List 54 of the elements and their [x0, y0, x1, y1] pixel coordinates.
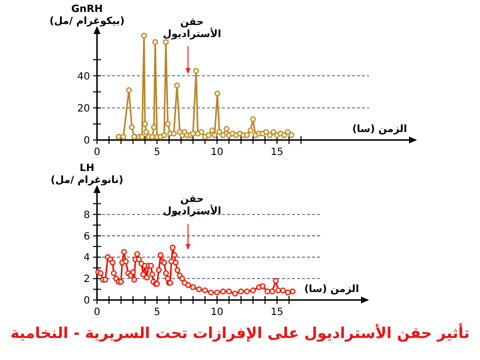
- point: [288, 132, 294, 138]
- point: [193, 68, 200, 74]
- y-tick-label: 0: [84, 296, 90, 306]
- point: [116, 134, 122, 140]
- x-tick-label: 5: [154, 147, 160, 158]
- point: [162, 39, 169, 45]
- x-tick-label: 15: [270, 147, 284, 158]
- point: [224, 126, 230, 132]
- point: [266, 132, 273, 138]
- point: [164, 121, 171, 127]
- point: [126, 87, 132, 94]
- point: [250, 116, 256, 122]
- point: [120, 134, 126, 140]
- point: [220, 132, 226, 138]
- point: [281, 132, 288, 138]
- point: [214, 90, 220, 96]
- y-tick-label: 40: [77, 71, 90, 82]
- point: [152, 39, 158, 45]
- x-tick-label: 0: [94, 147, 100, 158]
- point: [149, 134, 156, 140]
- point: [151, 124, 157, 130]
- x-axis-title: الزمن (سا): [352, 124, 407, 135]
- point: [263, 129, 270, 135]
- point: [284, 129, 291, 135]
- point: [131, 134, 138, 140]
- x-tick-label: 15: [270, 307, 284, 318]
- x-tick-label: 10: [210, 147, 224, 158]
- point: [190, 130, 196, 136]
- point: [141, 32, 147, 39]
- point: [143, 129, 150, 135]
- y-tick-label: 8: [84, 210, 90, 221]
- x-axis-title: الزمن (سا): [304, 284, 359, 295]
- point: [128, 124, 135, 130]
- point: [198, 129, 204, 135]
- x-tick-label: 0: [94, 307, 100, 318]
- point: [174, 82, 180, 88]
- annotation: حقن الأستراديول: [162, 17, 222, 40]
- y-tick-label: 20: [77, 103, 90, 114]
- point: [206, 132, 212, 138]
- point: [139, 134, 145, 140]
- point: [270, 129, 276, 135]
- point: [216, 129, 222, 135]
- x-tick-label: 5: [154, 307, 160, 318]
- y-tick-label: 6: [84, 231, 90, 242]
- x-tick-label: 10: [210, 307, 224, 318]
- y-tick-label: 0: [84, 136, 90, 146]
- point: [212, 132, 218, 138]
- point: [248, 127, 254, 134]
- point: [170, 130, 177, 136]
- text: تأثير حقن الأستراديول على الإفرازات تحت السريرية - النخامية: [10, 323, 470, 342]
- y-tick-label: 2: [84, 274, 90, 286]
- y-tick-label: 4: [84, 252, 90, 264]
- point: [244, 132, 250, 138]
- point: [161, 132, 168, 138]
